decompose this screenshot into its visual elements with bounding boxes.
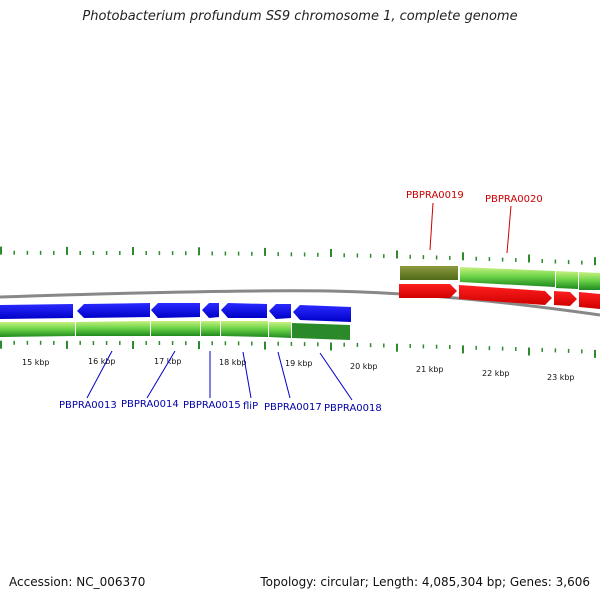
- plus-strand-genes: [399, 284, 600, 309]
- gene-label-minus[interactable]: PBPRA0015: [183, 400, 241, 411]
- leader-line: [429, 202, 434, 251]
- scale-label: 15 kbp: [22, 358, 50, 367]
- scale-label: 18 kbp: [219, 358, 247, 367]
- minus-track-segment: [0, 322, 75, 337]
- accession-text: Accession: NC_006370: [9, 575, 146, 589]
- gene-arrow-minus[interactable]: [0, 304, 73, 319]
- gene-arrow-minus[interactable]: [293, 305, 351, 322]
- gene-arrow-minus[interactable]: [77, 303, 150, 318]
- minus-label-leaders: [86, 350, 353, 401]
- plus-track-segment: [556, 271, 578, 289]
- gene-label-minus[interactable]: PBPRA0013: [59, 400, 117, 411]
- gene-label-minus[interactable]: fliP: [243, 401, 258, 412]
- map-title: Photobacterium profundum SS9 chromosome …: [82, 9, 518, 24]
- plus-track-segment: [579, 272, 600, 290]
- scale-labels: 15 kbp 16 kbp 17 kbp 18 kbp 19 kbp 20 kb…: [22, 357, 575, 382]
- gene-arrow-minus[interactable]: [151, 303, 200, 318]
- scale-label: 19 kbp: [285, 359, 313, 368]
- leader-line: [242, 351, 252, 399]
- scale-label: 17 kbp: [154, 357, 182, 366]
- leader-line: [277, 351, 291, 399]
- leader-line: [319, 352, 353, 401]
- gene-arrow-plus[interactable]: [459, 285, 552, 305]
- gene-arrow-minus[interactable]: [269, 304, 291, 319]
- gene-arrow-plus[interactable]: [554, 291, 577, 306]
- minus-track-segment: [76, 321, 150, 336]
- gene-label-minus[interactable]: PBPRA0018: [324, 403, 382, 414]
- scale-label: 16 kbp: [88, 357, 116, 366]
- gene-arrow-minus[interactable]: [221, 303, 267, 318]
- gene-label-minus[interactable]: PBPRA0014: [121, 399, 179, 410]
- leader-line: [506, 205, 512, 254]
- gene-label-minus[interactable]: PBPRA0017: [264, 402, 322, 413]
- minus-gene-labels: PBPRA0013 PBPRA0014 PBPRA0015 fliP PBPRA…: [59, 399, 382, 414]
- minus-track-segment: [201, 321, 220, 336]
- minus-track-segment: [151, 321, 200, 336]
- minus-track-segment: [221, 321, 268, 337]
- chromosome-backbone: [0, 289, 600, 317]
- minus-strand-track: [0, 321, 350, 340]
- plus-track-segment: [460, 267, 555, 287]
- leader-line: [86, 350, 113, 399]
- plus-strand-track: [400, 266, 600, 290]
- upper-tick-row: [0, 246, 596, 266]
- scale-label: 20 kbp: [350, 362, 378, 371]
- leader-line: [146, 350, 176, 399]
- lower-tick-row: [0, 340, 596, 358]
- plus-gene-labels: PBPRA0019 PBPRA0020: [406, 190, 543, 205]
- gene-arrow-plus[interactable]: [579, 292, 600, 309]
- gene-arrow-minus[interactable]: [202, 303, 219, 318]
- minus-track-segment: [269, 322, 291, 338]
- scale-label: 22 kbp: [482, 369, 510, 378]
- plus-label-leaders: [429, 202, 512, 254]
- gene-label-plus[interactable]: PBPRA0019: [406, 190, 464, 201]
- scale-label: 23 kbp: [547, 373, 575, 382]
- minus-track-segment: [292, 323, 350, 340]
- gene-label-plus[interactable]: PBPRA0020: [485, 194, 543, 205]
- plus-track-segment: [400, 266, 458, 280]
- gene-arrow-plus[interactable]: [399, 284, 457, 298]
- scale-label: 21 kbp: [416, 365, 444, 374]
- genome-summary-text: Topology: circular; Length: 4,085,304 bp…: [260, 575, 590, 589]
- minus-strand-genes: [0, 303, 351, 322]
